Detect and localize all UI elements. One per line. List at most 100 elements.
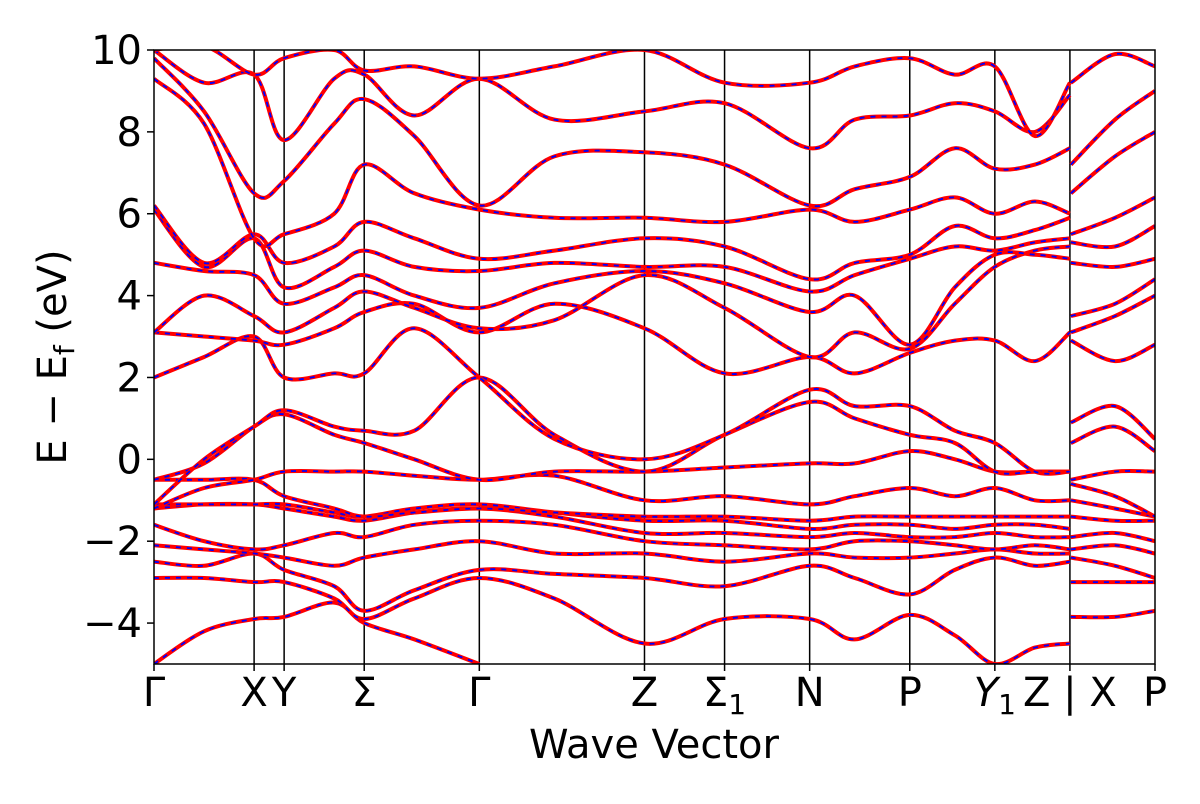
- xtick-label-9: Y1: [974, 670, 1016, 721]
- band-5-seg-1-red: [1070, 530, 1155, 544]
- band-10-seg-0-red: [154, 375, 1070, 506]
- band-6-seg-0-blue: [154, 502, 1071, 530]
- band-18-seg-1-red: [1069, 130, 1155, 195]
- band-7-seg-0-blue: [154, 477, 1070, 522]
- band-1-seg-0-blue: [154, 576, 1071, 664]
- band-20-seg-0-blue: [154, 50, 1071, 137]
- xtick-label-7: N: [795, 670, 825, 716]
- band-10-seg-1-blue: [1070, 425, 1155, 452]
- xtick-label-10: Z | X: [1023, 670, 1117, 716]
- band-8-seg-0-red: [154, 468, 1070, 511]
- ytick-label-6: 8: [117, 110, 142, 156]
- band-0-seg-0-red: [154, 600, 481, 664]
- kpoint-lines: [253, 50, 1071, 664]
- band-15-seg-1-red: [1070, 256, 1155, 269]
- band-4-seg-1-red: [1070, 543, 1155, 556]
- band-7-seg-1-blue: [1070, 499, 1155, 518]
- x-axis-label: Wave Vector: [529, 722, 780, 768]
- xtick-label-main-0: Γ: [143, 670, 166, 716]
- xtick-label-sub-6: 1: [728, 688, 746, 721]
- band-8-seg-1-blue: [1070, 483, 1155, 518]
- xtick-label-main-11: P: [1143, 670, 1167, 716]
- xtick-label-main-3: Σ: [352, 670, 377, 716]
- xtick-label-2: Y: [271, 670, 297, 716]
- band-12-seg-0-red: [154, 301, 1072, 377]
- y-axis-label-unit: (eV): [30, 249, 76, 345]
- band-19-seg-1-red: [1069, 89, 1155, 167]
- band-4-seg-1-blue: [1070, 544, 1155, 555]
- ytick-label-2: 0: [117, 437, 142, 483]
- ytick-label-7: 10: [91, 28, 142, 74]
- band-8-seg-1-red: [1070, 481, 1155, 519]
- xtick-label-main-4: Γ: [468, 670, 491, 716]
- xtick-label-main-6: Σ: [703, 670, 728, 716]
- xtick-label-main-5: Z: [631, 670, 658, 716]
- band-20-seg-1-red: [1069, 51, 1155, 85]
- xtick-label-main-7: N: [795, 670, 825, 716]
- y-axis-label: E − Ef (eV): [30, 249, 81, 464]
- band-13-seg-0-blue: [154, 245, 1071, 359]
- y-axis-ticks: −4 −2 0 2 4 6 8 10: [83, 28, 154, 647]
- band-18-seg-0-red: [154, 56, 1071, 209]
- xtick-label-8: P: [898, 670, 922, 716]
- band-12-seg-0-blue: [154, 302, 1071, 375]
- band-17-seg-1-red: [1070, 195, 1155, 237]
- band-3-seg-0-blue: [154, 540, 1070, 567]
- ytick-label-3: 2: [117, 355, 142, 401]
- ytick-label-5: 6: [117, 192, 142, 238]
- band-17-seg-0-blue: [154, 78, 1071, 248]
- band-5-seg-0-red: [154, 501, 1070, 540]
- band-14-seg-0-blue: [154, 251, 1071, 346]
- band-19-seg-0-red: [154, 50, 1072, 151]
- band-6-seg-1-blue: [1070, 515, 1155, 522]
- xtick-label-4: Γ: [468, 670, 491, 716]
- band-14-seg-1-red: [1070, 277, 1155, 319]
- xtick-label-main-1: X: [240, 670, 267, 716]
- band-5-seg-0-blue: [154, 502, 1070, 539]
- band-15-seg-0-blue: [154, 209, 1071, 293]
- xtick-label-main-10: Z | X: [1023, 670, 1117, 716]
- xtick-label-0: Γ: [143, 670, 166, 716]
- ytick-label-1: −2: [83, 519, 142, 565]
- band-20-seg-0-red: [154, 50, 1072, 138]
- band-1-seg-1-blue: [1070, 609, 1155, 619]
- xtick-label-3: Σ: [352, 670, 377, 716]
- ytick-label-4: 4: [117, 274, 142, 320]
- band-4-seg-0-blue: [154, 519, 1071, 551]
- band-15-seg-1-blue: [1070, 257, 1155, 268]
- band-12-seg-1-blue: [1070, 339, 1155, 363]
- band-17-seg-1-blue: [1070, 196, 1155, 236]
- band-18-seg-1-blue: [1070, 131, 1155, 194]
- band-14-seg-1-blue: [1070, 278, 1155, 317]
- plot-frame: [153, 49, 1156, 665]
- band-9-seg-1-blue: [1070, 470, 1155, 481]
- xtick-label-5: Z: [631, 670, 658, 716]
- y-axis-label-main: E − E: [30, 355, 76, 465]
- band-9-seg-1-red: [1070, 468, 1155, 482]
- xtick-label-sub-9: 1: [998, 688, 1016, 721]
- band-5-seg-1-blue: [1070, 532, 1155, 543]
- xtick-label-main-8: P: [898, 670, 922, 716]
- xtick-label-1: X: [240, 670, 267, 716]
- xtick-label-main-9: Y: [974, 670, 1002, 716]
- band-16-seg-1-blue: [1070, 225, 1155, 249]
- band-15-seg-0-red: [154, 208, 1071, 294]
- band-2-seg-0-blue: [154, 552, 1071, 612]
- band-8-seg-0-blue: [154, 470, 1070, 510]
- band-16-seg-0-red: [154, 204, 1071, 282]
- band-11-seg-0-red: [154, 326, 1071, 476]
- band-10-seg-1-red: [1070, 424, 1155, 453]
- band-18-seg-0-blue: [154, 57, 1071, 208]
- band-10-seg-0-blue: [154, 376, 1070, 506]
- band-9-seg-0-red: [154, 412, 1070, 483]
- ytick-label-0: −4: [83, 601, 142, 647]
- y-axis-label-sub: f: [48, 344, 81, 355]
- band-13-seg-1-blue: [1070, 294, 1155, 334]
- band-20-seg-1-blue: [1070, 52, 1155, 84]
- bands: [154, 50, 1155, 664]
- band-19-seg-1-blue: [1070, 90, 1155, 166]
- band-7-seg-0-red: [154, 476, 1070, 523]
